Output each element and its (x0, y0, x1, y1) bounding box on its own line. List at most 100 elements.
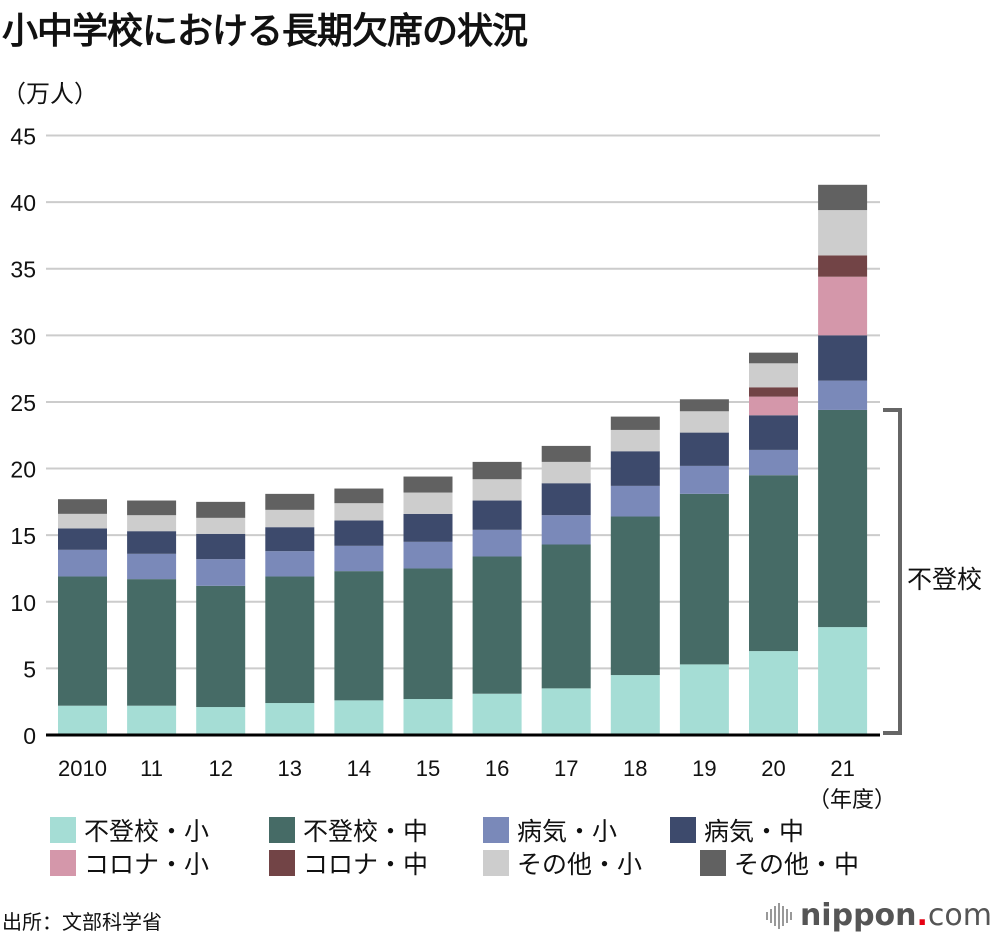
bar-segment (679, 493, 729, 665)
y-tick-label: 45 (10, 124, 36, 150)
bar-segment (403, 513, 453, 542)
x-tick-label: 18 (623, 756, 647, 781)
bar-segment (749, 352, 798, 364)
bar-segment (472, 693, 522, 735)
y-tick-label: 30 (10, 323, 36, 349)
legend-item: コロナ・中 (269, 845, 428, 881)
legend-label: 不登校・小 (84, 817, 210, 846)
legend-item: 病気・小 (483, 812, 617, 848)
bar-segment (403, 568, 453, 700)
legend-swatch (50, 850, 76, 876)
bar-segment (265, 527, 315, 552)
legend-label: コロナ・中 (303, 850, 429, 879)
bar-segment (58, 705, 107, 735)
y-tick-label: 35 (10, 257, 36, 283)
bar-segment (265, 551, 315, 577)
bar-segment (541, 483, 591, 516)
bar-stack (541, 445, 591, 735)
bar-segment (58, 499, 107, 514)
x-tick-labels: 2010 11 12 13 14 15 16 17 18 19 20 21 (58, 756, 855, 781)
bar-segment (818, 276, 868, 336)
legend-swatch (670, 817, 696, 843)
bar-segment (334, 700, 384, 735)
bar-segment (541, 688, 591, 735)
y-tick-labels: 0 5 10 15 20 25 30 35 40 45 (10, 124, 36, 750)
bar-segment (610, 516, 660, 676)
bar-segment (818, 627, 868, 735)
y-tick-label: 15 (10, 523, 36, 549)
legend-swatch (269, 850, 295, 876)
gridlines (46, 134, 880, 670)
legend-label: その他・中 (734, 850, 860, 879)
bar-segment (610, 429, 660, 452)
legend-item: その他・中 (700, 845, 859, 881)
x-tick-label: 17 (554, 756, 578, 781)
bar-segment (679, 432, 729, 466)
bar-stack (196, 501, 246, 735)
bar-segment (403, 541, 453, 569)
x-tick-label: 15 (416, 756, 440, 781)
bar-segment (472, 479, 522, 501)
bar-segment (265, 509, 315, 528)
x-tick-label: 14 (347, 756, 371, 781)
legend-label: コロナ・小 (84, 850, 210, 879)
x-tick-label: 21 (830, 756, 854, 781)
bars (58, 184, 868, 735)
bar-segment (196, 517, 246, 534)
x-tick-label: 2010 (58, 756, 107, 781)
bar-stack (818, 184, 868, 735)
y-tick-label: 5 (23, 656, 36, 682)
bar-stack (472, 461, 522, 735)
x-tick-label: 19 (692, 756, 716, 781)
legend-swatch (483, 817, 509, 843)
legend-swatch (269, 817, 295, 843)
legend-item: その他・小 (483, 845, 642, 881)
legend-swatch (50, 817, 76, 843)
x-tick-label: 20 (761, 756, 785, 781)
x-tick-label: 11 (140, 756, 163, 781)
bar-segment (541, 445, 591, 462)
bar-segment (749, 396, 798, 416)
bar-stack (749, 352, 798, 735)
bar-segment (196, 707, 246, 735)
logo-dot: . (916, 898, 928, 933)
bar-segment (749, 651, 798, 735)
y-tick-label: 10 (10, 590, 36, 616)
legend-label: 病気・中 (704, 817, 805, 846)
bar-stack (265, 493, 315, 735)
legend-item: 病気・中 (670, 812, 804, 848)
logo-suffix: com (927, 898, 992, 933)
bar-segment (127, 500, 177, 516)
bar-segment (818, 255, 868, 277)
x-tick-label: 16 (485, 756, 509, 781)
bar-segment (265, 576, 315, 704)
legend-label: その他・小 (517, 850, 643, 879)
bar-stack (58, 499, 107, 735)
bar-segment (127, 531, 177, 554)
bar-segment (818, 210, 868, 256)
sound-bars-icon (765, 902, 792, 929)
bar-segment (58, 576, 107, 706)
futoko-bracket (883, 407, 902, 735)
bar-segment (196, 533, 246, 560)
legend-label: 病気・小 (517, 817, 618, 846)
legend-swatch (483, 850, 509, 876)
bar-segment (818, 409, 868, 628)
bar-segment (472, 556, 522, 694)
bar-segment (265, 493, 315, 510)
bar-segment (541, 544, 591, 689)
bar-segment (610, 416, 660, 430)
bar-segment (127, 705, 177, 735)
nippon-com-logo[interactable]: nippon. com (765, 898, 992, 933)
bar-segment (127, 515, 177, 532)
bar-segment (334, 488, 384, 504)
y-tick-label: 40 (10, 190, 36, 216)
chart-title: 小中学校における長期欠席の状況 (2, 11, 528, 52)
bar-segment (679, 465, 729, 494)
x-tick-label: 13 (278, 756, 302, 781)
bar-segment (334, 545, 384, 572)
bar-stack (127, 500, 177, 735)
bar-segment (749, 363, 798, 388)
bar-segment (334, 571, 384, 701)
bar-stack (679, 399, 729, 735)
